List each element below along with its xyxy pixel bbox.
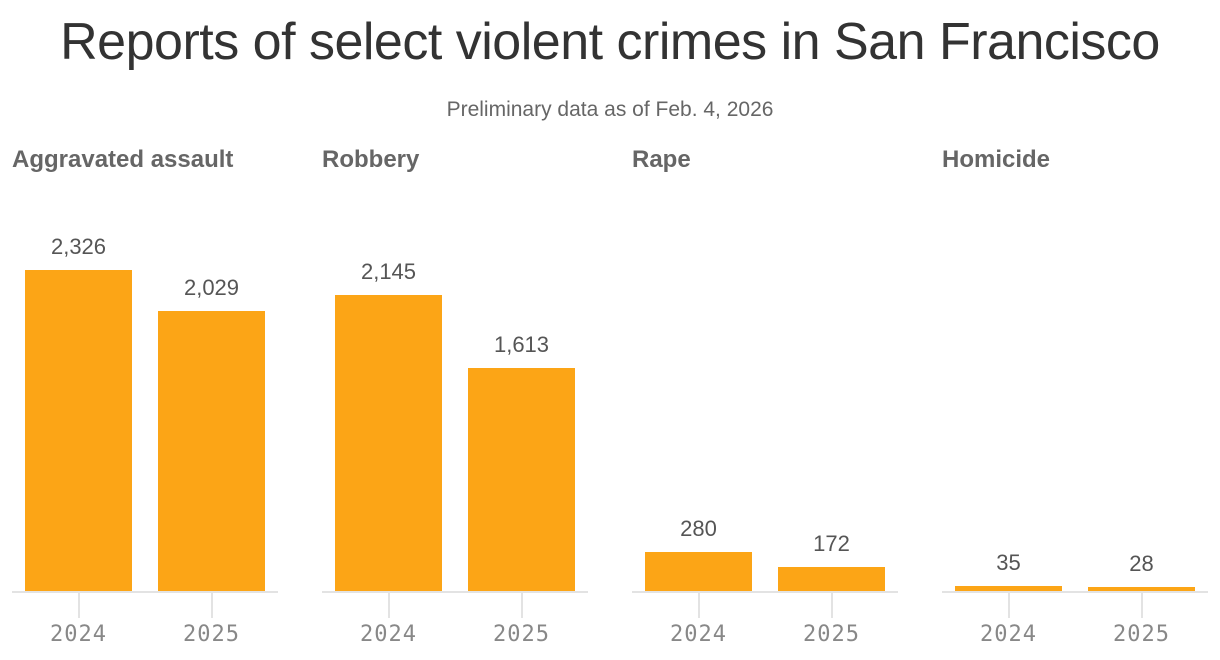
x-tick-label: 2025: [1113, 622, 1170, 647]
axis-tick: [211, 593, 213, 618]
value-label: 280: [680, 516, 717, 541]
value-label: 28: [1129, 551, 1154, 576]
x-tick-label: 2025: [183, 622, 240, 647]
panel-title: Robbery: [322, 146, 420, 173]
x-axis-line: [322, 591, 588, 593]
bar-2024: [335, 295, 442, 591]
x-tick-label: 2024: [980, 622, 1037, 647]
bar-2024: [25, 270, 132, 591]
bar-2024: [955, 586, 1062, 591]
value-label: 172: [813, 531, 850, 556]
value-label: 2,145: [360, 259, 417, 284]
panel-rape: Rape 280 2024 172 2025: [632, 146, 898, 660]
bar-2025: [158, 311, 265, 591]
panel-title: Aggravated assault: [12, 146, 234, 173]
chart-subtitle: Preliminary data as of Feb. 4, 2026: [446, 98, 774, 121]
x-tick-label: 2024: [360, 622, 417, 647]
axis-tick: [1008, 593, 1010, 618]
x-tick-label: 2024: [50, 622, 107, 647]
bar-2025: [1088, 587, 1195, 591]
panel-homicide: Homicide 35 2024 28 2025: [942, 146, 1208, 660]
x-axis-line: [12, 591, 278, 593]
bar-2024: [645, 552, 752, 591]
value-label: 2,029: [183, 275, 240, 300]
bar-2025: [778, 567, 885, 591]
value-label: 2,326: [50, 234, 107, 259]
axis-tick: [831, 593, 833, 618]
panel-title: Rape: [632, 146, 691, 173]
x-axis-line: [942, 591, 1208, 593]
axis-tick: [1141, 593, 1143, 618]
panel-robbery: Robbery 2,145 2024 1,613 2025: [322, 146, 588, 660]
chart-title: Reports of select violent crimes in San …: [60, 13, 1160, 71]
x-tick-label: 2025: [493, 622, 550, 647]
panel-aggravated-assault: Aggravated assault 2,326 2024 2,029 2025: [12, 146, 278, 660]
x-axis-line: [632, 591, 898, 593]
axis-tick: [388, 593, 390, 618]
value-label: 1,613: [493, 332, 550, 357]
x-tick-label: 2025: [803, 622, 860, 647]
axis-tick: [78, 593, 80, 618]
panel-title: Homicide: [942, 146, 1051, 173]
axis-tick: [521, 593, 523, 618]
x-tick-label: 2024: [670, 622, 727, 647]
value-label: 35: [996, 550, 1021, 575]
bar-2025: [468, 368, 575, 591]
axis-tick: [698, 593, 700, 618]
